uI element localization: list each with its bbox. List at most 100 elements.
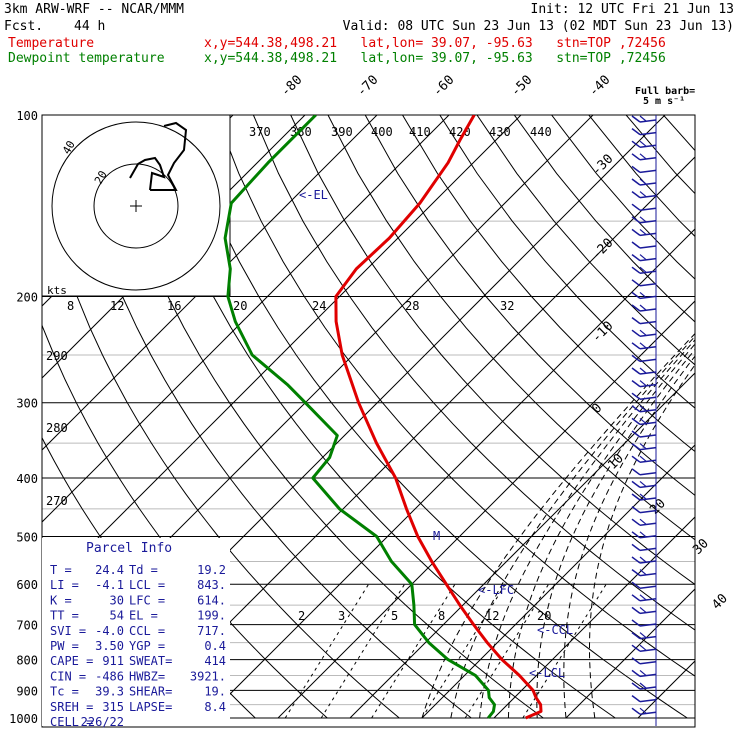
pressure-label-1000: 1000: [9, 712, 38, 726]
marker-lcl: <-LCL: [529, 666, 565, 680]
isotherm-label--70: -70: [354, 73, 381, 100]
mixing-ratio-label-20: 20: [537, 609, 551, 623]
wind-barb: [631, 178, 657, 186]
mixing-ratio-20: [522, 583, 607, 719]
moist-adiabat-14: [450, 335, 695, 719]
dewpoint-curve: [223, 115, 496, 719]
marker-ccl: <-CCL: [537, 623, 573, 637]
pressure-label-900: 900: [16, 684, 38, 698]
wind-barb: [631, 291, 657, 300]
speed-label-8: 8: [67, 299, 74, 313]
wind-barb: [631, 342, 657, 350]
parcel-cell: CIN =: [50, 669, 86, 683]
isotherm-label--10: -10: [589, 319, 616, 346]
wind-barb: [631, 543, 657, 552]
pressure-label-200: 200: [16, 291, 38, 305]
wind-barb: [631, 228, 657, 237]
wind-barb: [631, 115, 657, 123]
theta-label-400: 400: [371, 125, 393, 139]
wind-barb: [631, 254, 657, 262]
theta-label-440: 440: [530, 125, 552, 139]
marker-m: M: [433, 529, 440, 543]
wind-barb: [631, 606, 657, 615]
theta-label-410: 410: [409, 125, 431, 139]
wind-barb: [631, 380, 657, 388]
speed-label-24: 24: [312, 299, 326, 313]
wind-barb: [631, 417, 657, 426]
temperature-curve: [334, 115, 543, 720]
forecast-label: Fcst.: [4, 19, 44, 34]
wind-barb: [631, 455, 657, 463]
pressure-label-400: 400: [16, 472, 38, 486]
pressure-label-300: 300: [16, 397, 38, 411]
wind-barb: [631, 506, 657, 514]
dry-adiabat-330: [215, 115, 695, 677]
wind-barb: [631, 279, 657, 287]
wind-barb: [631, 266, 657, 274]
parcel-cell: 3.50: [95, 639, 124, 653]
parcel-cell: LCL =: [129, 578, 165, 592]
parcel-cell: 911: [102, 654, 124, 668]
mixing-ratio-5: [371, 583, 456, 719]
parcel-cell: 19.2: [197, 563, 226, 577]
wind-barb: [631, 140, 657, 148]
isotherm-label--30: -30: [589, 152, 616, 179]
moist-adiabat-10: [421, 332, 695, 719]
dry-adiabat-320: [178, 115, 688, 719]
wind-barb: [631, 367, 657, 375]
wind-barb: [631, 203, 657, 211]
theta-label-280: 280: [46, 421, 68, 435]
isotherm-50: [710, 115, 740, 718]
isotherm--60: [42, 115, 522, 595]
wind-barb: [631, 707, 657, 715]
dry-adiabat-400: [476, 115, 695, 366]
dry-adiabat-350: [290, 115, 695, 586]
wind-barb: [631, 619, 657, 627]
valid-time: Valid: 08 UTC Sun 23 Jun 13 (02 MDT Sun …: [342, 19, 734, 34]
parcel-cell: K =: [50, 593, 72, 607]
hodograph-ring-label-40: 40: [60, 138, 78, 156]
parcel-cell: PW =: [50, 639, 79, 653]
wind-barb: [631, 568, 657, 577]
parcel-cell: CAPE =: [50, 654, 93, 668]
wind-barb: [631, 669, 657, 678]
parcel-cell: EL =: [129, 609, 158, 623]
dry-adiabat-430: [588, 115, 695, 238]
moist-adiabat-30: [563, 355, 695, 719]
parcel-cell: 843.: [197, 578, 226, 592]
parcel-cell: SREH =: [50, 700, 93, 714]
parcel-info-panel: Parcel Info T = 24.4 Td = 19.2 LI = -4.1 LCL =…: [42, 538, 230, 729]
pressure-axis: [41, 114, 696, 728]
dry-adiabat-390: [439, 115, 695, 409]
isotherm-label--50: -50: [508, 73, 535, 100]
parcel-cell: 3921.: [190, 669, 226, 683]
parcel-info-title: Parcel Info: [86, 541, 172, 556]
parcel-cell: 39.3: [95, 685, 124, 699]
hodograph-ring-label-20: 20: [92, 168, 110, 186]
wind-barb: [631, 518, 657, 526]
theta-label-270: 270: [46, 494, 68, 508]
dry-adiabat-380: [402, 115, 695, 453]
wind-barb: [631, 153, 657, 161]
hodograph-trace: [129, 121, 188, 191]
parcel-cell: 226/22: [81, 715, 124, 729]
parcel-cell: LFC =: [129, 593, 165, 607]
wind-barb: [631, 216, 657, 224]
dry-adiabat-460: [701, 115, 740, 718]
parcel-cell: Td =: [129, 563, 158, 577]
parcel-cell: 0.4: [204, 639, 226, 653]
mixing-ratio-label-2: 2: [298, 609, 305, 623]
moist-adiabat-18: [479, 339, 695, 719]
parcel-cell: SVI =: [50, 624, 86, 638]
wind-barb: [631, 694, 657, 703]
mixing-ratio-label-8: 8: [438, 609, 445, 623]
parcel-cell: 54: [110, 609, 124, 623]
isotherm-10: [421, 444, 695, 719]
pressure-label-600: 600: [16, 578, 38, 592]
dry-adiabat-300: [103, 115, 544, 719]
theta-label-290: 290: [46, 349, 68, 363]
mixing-ratio-label-5: 5: [391, 609, 398, 623]
dry-adiabat-310: [141, 115, 616, 719]
parcel-cell: TT =: [50, 609, 79, 623]
